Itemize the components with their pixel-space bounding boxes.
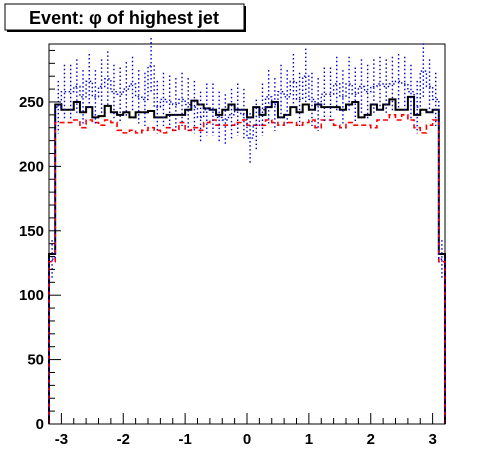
y-tick-label: 50 [27, 352, 44, 369]
plot-frame [48, 43, 446, 425]
x-tick-label: 1 [305, 431, 313, 448]
x-tick-label: 3 [428, 431, 436, 448]
y-tick-label: 200 [19, 158, 44, 175]
series-layer [48, 37, 446, 424]
x-tick-label: -1 [178, 431, 191, 448]
y-tick-label: 100 [19, 287, 44, 304]
y-tick-label: 250 [19, 94, 44, 111]
x-tick-label: 2 [367, 431, 375, 448]
x-tick-label: 0 [243, 431, 251, 448]
y-tick-label: 150 [19, 223, 44, 240]
title-box: Event: φ of highest jet [4, 3, 246, 32]
series-0-solid-line [48, 95, 446, 424]
x-tick-label: -2 [117, 431, 130, 448]
series-1-dashed-line [48, 114, 446, 424]
x-tick-label: -3 [55, 431, 68, 448]
axis-layer: -3 -2 -1 0 1 2 3 0 50 100 150 200 250 [19, 49, 446, 448]
chart-title: Event: φ of highest jet [29, 8, 219, 28]
series-2-dotted-line [48, 65, 446, 424]
y-tick-label: 0 [36, 416, 44, 433]
